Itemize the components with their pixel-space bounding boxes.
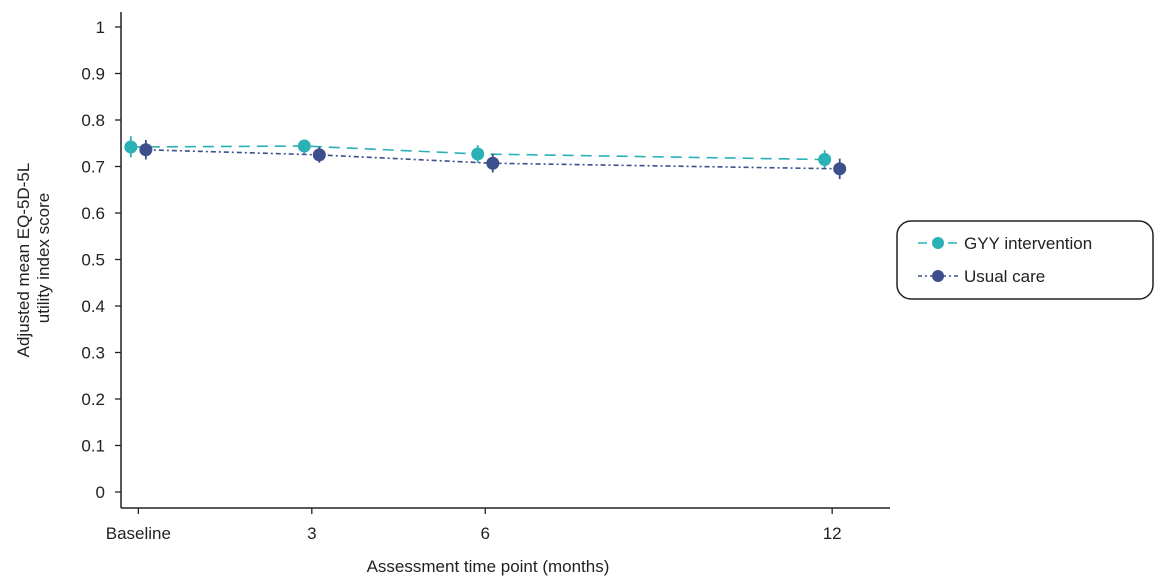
x-axis-ticks: Baseline 3 6 12	[106, 508, 842, 543]
series-layer	[124, 136, 847, 180]
legend-label-gyy: GYY intervention	[964, 234, 1092, 253]
legend-swatch-marker	[932, 270, 944, 282]
x-tick-label: 12	[823, 524, 842, 543]
series-gyy-intervention	[124, 136, 832, 169]
y-tick-label: 0.3	[81, 344, 105, 363]
data-point	[486, 156, 500, 170]
x-axis-title: Assessment time point (months)	[367, 557, 610, 576]
y-axis-title-line-1: Adjusted mean EQ-5D-5L	[14, 163, 33, 357]
legend: GYY intervention Usual care	[896, 220, 1154, 300]
y-tick-label: 0.8	[81, 111, 105, 130]
y-tick-label: 0.7	[81, 158, 105, 177]
y-tick-label: 0	[96, 483, 105, 502]
data-point	[124, 140, 138, 154]
data-point	[833, 162, 847, 176]
y-tick-label: 0.1	[81, 437, 105, 456]
y-tick-label: 1	[96, 18, 105, 37]
x-tick-label: 3	[307, 524, 316, 543]
y-axis-ticks: 0 0.1 0.2 0.3 0.4 0.5 0.6 0.7 0.8 0.9 1	[81, 18, 121, 502]
series-line	[130, 145, 825, 161]
legend-box	[896, 220, 1154, 300]
y-axis-title-line-2: utility index score	[34, 193, 53, 323]
x-tick-label: 6	[481, 524, 490, 543]
x-tick-label: Baseline	[106, 524, 171, 543]
data-point	[297, 139, 311, 153]
data-point	[818, 153, 832, 167]
y-tick-label: 0.2	[81, 390, 105, 409]
legend-swatch-marker	[932, 237, 944, 249]
data-point	[471, 147, 485, 161]
data-point	[312, 148, 326, 162]
series-usual-care	[139, 139, 847, 180]
y-tick-label: 0.9	[81, 65, 105, 84]
y-tick-label: 0.6	[81, 204, 105, 223]
y-axis-title: Adjusted mean EQ-5D-5L utility index sco…	[14, 159, 53, 358]
y-tick-label: 0.5	[81, 251, 105, 270]
y-tick-label: 0.4	[81, 297, 105, 316]
legend-label-usual-care: Usual care	[964, 267, 1045, 286]
legend-item-usual-care: Usual care	[918, 267, 1045, 286]
series-line	[145, 148, 840, 170]
legend-item-gyy: GYY intervention	[918, 234, 1092, 253]
axes	[120, 12, 890, 509]
data-point	[139, 143, 153, 157]
